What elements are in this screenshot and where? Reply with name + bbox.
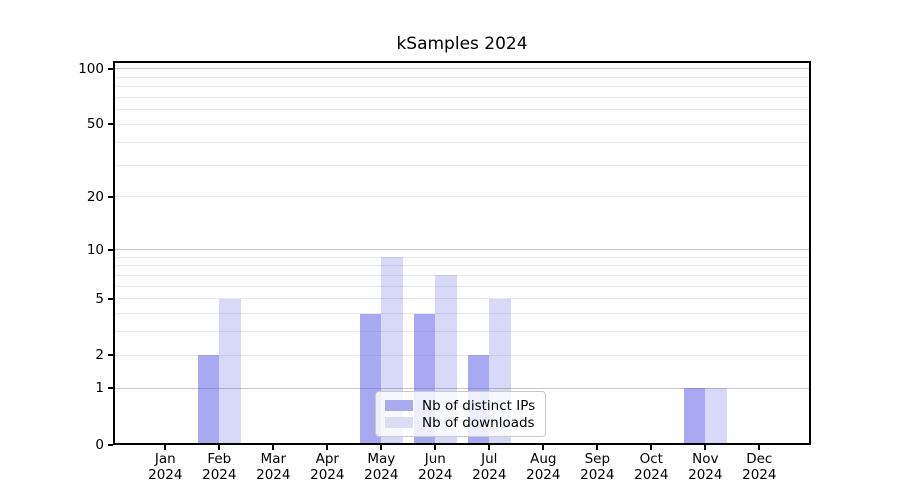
y-tick-label: 50 [86, 116, 104, 133]
x-tick-label: Nov 2024 [673, 451, 737, 483]
x-tick-year: 2024 [364, 467, 399, 483]
gridline-minor [115, 123, 809, 125]
x-tick-year: 2024 [472, 467, 507, 483]
chart-title: kSamples 2024 [396, 34, 528, 54]
bar-distinct-ips [683, 388, 706, 443]
x-tick-year: 2024 [634, 467, 669, 483]
y-axis-tick [108, 444, 113, 446]
x-tick-label: Apr 2024 [295, 451, 359, 483]
y-axis-tick [108, 67, 113, 70]
x-tick-label: Jun 2024 [403, 451, 467, 483]
x-tick-label: Feb 2024 [187, 451, 251, 483]
x-tick-month: Apr [315, 451, 339, 467]
gridline-minor [115, 256, 809, 258]
x-tick-month: Mar [260, 451, 287, 467]
x-tick-year: 2024 [580, 467, 615, 483]
x-axis-tick [326, 445, 329, 450]
x-tick-month: Oct [639, 451, 663, 467]
x-tick-year: 2024 [310, 467, 345, 483]
x-tick-year: 2024 [742, 467, 777, 483]
x-axis-tick [758, 445, 761, 450]
legend-swatch-distinct-ips-icon [385, 400, 413, 411]
y-axis-tick [108, 354, 113, 357]
gridline-major [115, 249, 809, 251]
x-axis-tick [380, 445, 383, 450]
x-tick-month: Jun [424, 451, 446, 467]
x-tick-month: Sep [584, 451, 611, 467]
gridline-minor [115, 331, 809, 333]
y-tick-label: 10 [86, 241, 104, 258]
gridline-minor [115, 313, 809, 315]
gridline-minor [115, 274, 809, 276]
gridline-minor [115, 76, 809, 78]
x-axis-tick [218, 445, 221, 450]
x-tick-year: 2024 [688, 467, 723, 483]
gridline-minor [115, 298, 809, 300]
y-tick-label: 2 [95, 347, 104, 364]
x-tick-year: 2024 [418, 467, 453, 483]
y-tick-label: 100 [78, 60, 104, 77]
x-tick-label: Sep 2024 [565, 451, 629, 483]
gridline-minor [115, 86, 809, 88]
x-axis-tick [596, 445, 599, 450]
gridline-major [115, 68, 809, 70]
x-axis-tick [650, 445, 653, 450]
x-tick-year: 2024 [526, 467, 561, 483]
x-tick-month: May [367, 451, 396, 467]
gridline-minor [115, 285, 809, 287]
legend-label-downloads: Nb of downloads [422, 414, 535, 431]
x-tick-label: Oct 2024 [619, 451, 683, 483]
x-tick-label: May 2024 [349, 451, 413, 483]
x-tick-label: Mar 2024 [241, 451, 305, 483]
gridline-minor [115, 109, 809, 111]
bar-downloads [705, 388, 727, 443]
legend-swatch-downloads-icon [385, 417, 413, 428]
gridline-minor [115, 354, 809, 356]
y-tick-label: 5 [95, 290, 104, 307]
y-axis-tick [108, 387, 113, 390]
gridline-minor [115, 97, 809, 99]
legend-label-distinct-ips: Nb of distinct IPs [422, 397, 536, 414]
bar-distinct-ips [197, 355, 220, 443]
gridline-minor [115, 141, 809, 143]
x-axis-tick [434, 445, 437, 450]
gridline-minor [115, 265, 809, 267]
x-tick-month: Jul [481, 451, 498, 467]
x-tick-label: Jul 2024 [457, 451, 521, 483]
x-tick-label: Dec 2024 [727, 451, 791, 483]
x-tick-month: Aug [530, 451, 557, 467]
x-tick-label: Jan 2024 [133, 451, 197, 483]
x-axis-tick [704, 445, 707, 450]
y-axis-tick [108, 123, 113, 126]
gridline-major [115, 387, 809, 389]
x-tick-month: Jan [154, 451, 176, 467]
y-axis-tick [108, 195, 113, 198]
gridline-minor [115, 196, 809, 198]
x-tick-month: Dec [746, 451, 773, 467]
y-axis-tick [108, 297, 113, 300]
plot-area [113, 61, 811, 445]
y-tick-label: 20 [86, 188, 104, 205]
x-tick-year: 2024 [202, 467, 237, 483]
x-axis-tick [488, 445, 491, 450]
x-tick-month: Feb [207, 451, 232, 467]
x-axis-tick [164, 445, 167, 450]
x-tick-year: 2024 [256, 467, 291, 483]
x-axis-tick [272, 445, 275, 450]
legend: Nb of distinct IPs Nb of downloads [375, 391, 546, 437]
x-tick-year: 2024 [148, 467, 183, 483]
legend-item-distinct-ips: Nb of distinct IPs [385, 397, 537, 414]
y-tick-label: 1 [95, 380, 104, 397]
y-tick-label: 0 [95, 437, 104, 453]
y-axis-tick [108, 248, 113, 251]
x-tick-label: Aug 2024 [511, 451, 575, 483]
gridline-minor [115, 164, 809, 166]
legend-item-downloads: Nb of downloads [385, 414, 537, 431]
x-axis-tick [542, 445, 545, 450]
x-tick-month: Nov [692, 451, 719, 467]
bar-downloads [219, 298, 241, 443]
